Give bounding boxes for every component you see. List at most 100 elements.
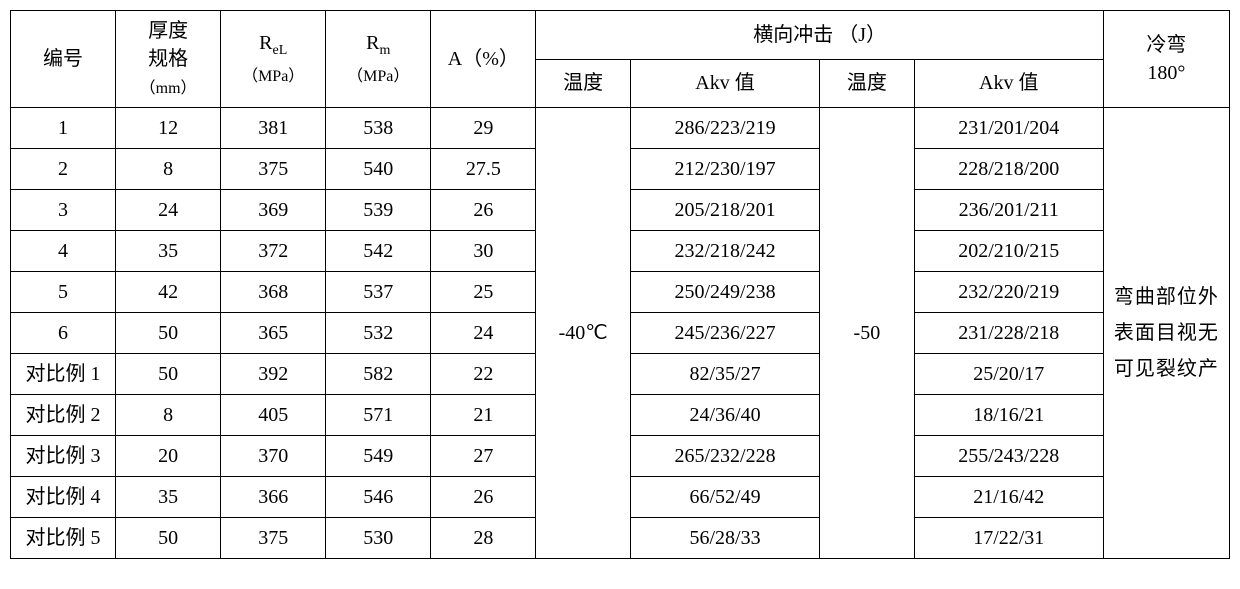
rm-unit: （MPa）	[347, 68, 409, 85]
cell-a: 26	[431, 190, 536, 231]
cell-thickness: 8	[116, 149, 221, 190]
cell-rel: 375	[221, 518, 326, 559]
cell-rel: 392	[221, 354, 326, 395]
thickness-unit: （mm）	[140, 80, 197, 97]
cell-a: 22	[431, 354, 536, 395]
cell-akv2: 17/22/31	[914, 518, 1103, 559]
cell-id: 3	[11, 190, 116, 231]
col-rm-header: Rm （MPa）	[326, 11, 431, 108]
cell-temp2: -50	[820, 108, 915, 559]
cell-thickness: 20	[116, 436, 221, 477]
cell-rel: 366	[221, 477, 326, 518]
col-akv2-header: Akv 值	[914, 59, 1103, 108]
cell-rel: 368	[221, 272, 326, 313]
cell-thickness: 42	[116, 272, 221, 313]
cell-id: 对比例 1	[11, 354, 116, 395]
cell-akv1: 82/35/27	[630, 354, 819, 395]
cell-akv1: 24/36/40	[630, 395, 819, 436]
cell-a: 26	[431, 477, 536, 518]
cell-rm: 546	[326, 477, 431, 518]
cell-rel: 370	[221, 436, 326, 477]
cell-id: 2	[11, 149, 116, 190]
cell-id: 对比例 4	[11, 477, 116, 518]
cell-akv1: 205/218/201	[630, 190, 819, 231]
cell-akv2: 255/243/228	[914, 436, 1103, 477]
col-akv1-header: Akv 值	[630, 59, 819, 108]
cell-akv1: 265/232/228	[630, 436, 819, 477]
cell-akv1: 232/218/242	[630, 231, 819, 272]
cell-akv1: 56/28/33	[630, 518, 819, 559]
cell-akv1: 245/236/227	[630, 313, 819, 354]
cell-akv2: 228/218/200	[914, 149, 1103, 190]
bend-label-2: 180°	[1147, 62, 1185, 84]
cell-akv1: 250/249/238	[630, 272, 819, 313]
cell-a: 29	[431, 108, 536, 149]
cell-a: 27	[431, 436, 536, 477]
rm-subscript: m	[380, 43, 391, 58]
cell-id: 对比例 3	[11, 436, 116, 477]
cell-rm: 530	[326, 518, 431, 559]
cell-rel: 381	[221, 108, 326, 149]
cell-temp1: -40℃	[536, 108, 631, 559]
cell-akv2: 21/16/42	[914, 477, 1103, 518]
cell-a: 21	[431, 395, 536, 436]
col-id-header: 编号	[11, 11, 116, 108]
cell-rm: 571	[326, 395, 431, 436]
cell-id: 对比例 5	[11, 518, 116, 559]
col-thickness-header: 厚度 规格 （mm）	[116, 11, 221, 108]
cell-id: 6	[11, 313, 116, 354]
rel-symbol: R	[259, 32, 272, 54]
cell-rm: 549	[326, 436, 431, 477]
cell-rm: 539	[326, 190, 431, 231]
cell-id: 1	[11, 108, 116, 149]
cell-thickness: 50	[116, 518, 221, 559]
thickness-label-1: 厚度	[148, 20, 188, 42]
cell-a: 27.5	[431, 149, 536, 190]
col-bend-header: 冷弯 180°	[1103, 11, 1229, 108]
cell-thickness: 24	[116, 190, 221, 231]
cell-akv2: 231/201/204	[914, 108, 1103, 149]
rm-symbol: R	[366, 32, 379, 54]
table-body: 11238153829-40℃286/223/219-50231/201/204…	[11, 108, 1230, 559]
col-impact-header: 横向冲击 （J）	[536, 11, 1103, 60]
cell-akv2: 236/201/211	[914, 190, 1103, 231]
cell-rm: 537	[326, 272, 431, 313]
cell-akv1: 212/230/197	[630, 149, 819, 190]
cell-rm: 542	[326, 231, 431, 272]
cell-rm: 532	[326, 313, 431, 354]
cell-a: 28	[431, 518, 536, 559]
cell-thickness: 50	[116, 313, 221, 354]
bend-label-1: 冷弯	[1146, 34, 1186, 56]
table-header: 编号 厚度 规格 （mm） ReL （MPa） Rm （MPa） A（%） 横向…	[11, 11, 1230, 108]
col-temp2-header: 温度	[820, 59, 915, 108]
cell-a: 24	[431, 313, 536, 354]
thickness-label-2: 规格	[148, 48, 188, 70]
cell-a: 30	[431, 231, 536, 272]
cell-id: 对比例 2	[11, 395, 116, 436]
cell-rel: 405	[221, 395, 326, 436]
cell-rm: 540	[326, 149, 431, 190]
cell-akv1: 66/52/49	[630, 477, 819, 518]
cell-akv2: 231/228/218	[914, 313, 1103, 354]
cell-akv2: 202/210/215	[914, 231, 1103, 272]
cell-akv1: 286/223/219	[630, 108, 819, 149]
cell-akv2: 18/16/21	[914, 395, 1103, 436]
cell-rel: 365	[221, 313, 326, 354]
rel-unit: （MPa）	[242, 68, 304, 85]
col-rel-header: ReL （MPa）	[221, 11, 326, 108]
cell-rel: 375	[221, 149, 326, 190]
cell-id: 5	[11, 272, 116, 313]
cell-thickness: 12	[116, 108, 221, 149]
cell-rm: 538	[326, 108, 431, 149]
cell-akv2: 25/20/17	[914, 354, 1103, 395]
cell-id: 4	[11, 231, 116, 272]
cell-rel: 369	[221, 190, 326, 231]
rel-subscript: eL	[272, 43, 287, 58]
cell-thickness: 35	[116, 477, 221, 518]
cell-thickness: 50	[116, 354, 221, 395]
col-temp1-header: 温度	[536, 59, 631, 108]
materials-properties-table: 编号 厚度 规格 （mm） ReL （MPa） Rm （MPa） A（%） 横向…	[10, 10, 1230, 559]
col-a-header: A（%）	[431, 11, 536, 108]
cell-rm: 582	[326, 354, 431, 395]
cell-akv2: 232/220/219	[914, 272, 1103, 313]
